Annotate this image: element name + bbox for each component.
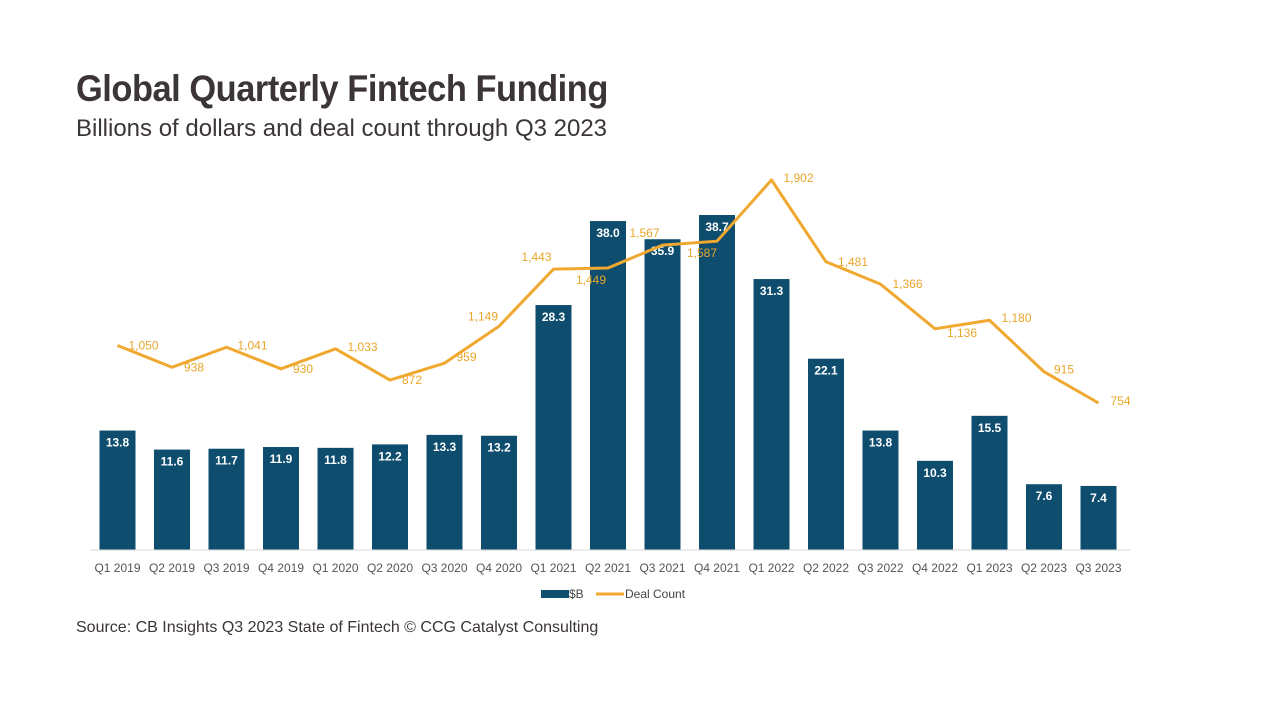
bar-value-label: 28.3	[542, 310, 566, 324]
x-tick-label: Q1 2022	[748, 561, 794, 575]
x-tick-label: Q3 2023	[1075, 561, 1121, 575]
x-tick-label: Q4 2021	[694, 561, 740, 575]
deal-count-label: 1,366	[893, 277, 923, 291]
bar-value-label: 38.7	[705, 220, 729, 234]
bar-value-label: 11.7	[215, 454, 238, 468]
legend: $B Deal Count	[541, 587, 686, 601]
bar-q3-2019	[208, 448, 245, 550]
deal-count-label: 1,902	[784, 171, 814, 185]
bar-q2-2023	[1026, 484, 1062, 550]
deal-count-label: 1,449	[576, 273, 606, 287]
bar-q1-2020	[317, 447, 354, 550]
deal-count-label: 1,033	[348, 340, 378, 354]
deal-count-label: 1,180	[1002, 311, 1032, 325]
chart-title: Global Quarterly Fintech Funding	[76, 68, 608, 109]
x-tick-label: Q3 2020	[421, 561, 467, 575]
bar-value-label: 15.5	[978, 421, 1002, 435]
bar-value-label: 13.3	[433, 440, 457, 454]
source-note: Source: CB Insights Q3 2023 State of Fin…	[76, 619, 599, 636]
deal-count-label: 938	[184, 360, 204, 374]
deal-count-label: 915	[1054, 363, 1074, 377]
legend-label-line: Deal Count	[625, 587, 686, 601]
x-tick-label: Q1 2021	[530, 561, 576, 575]
deal-count-labels: 1,050 938 1,041 930 1,033 872 959 1,149 1,443 1,4…	[129, 171, 1131, 408]
deal-count-label: 930	[293, 362, 313, 376]
deal-count-label: 1,443	[521, 250, 551, 264]
x-tick-label: Q2 2022	[803, 561, 849, 575]
bar-q1-2023	[971, 415, 1008, 550]
x-tick-label: Q4 2019	[258, 561, 304, 575]
x-axis-tick-labels: Q1 2019 Q2 2019 Q3 2019 Q4 2019 Q1 2020 Q2 20…	[94, 561, 1121, 575]
bar-q2-2021	[590, 221, 626, 550]
x-tick-label: Q2 2019	[149, 561, 195, 575]
bar-q1-2019	[99, 430, 136, 550]
deal-count-label: 1,050	[129, 339, 159, 353]
bar-value-label: 10.3	[923, 466, 947, 480]
x-tick-label: Q2 2020	[367, 561, 413, 575]
deal-count-line	[116, 178, 1100, 405]
bar-q2-2022	[808, 358, 844, 550]
bar-value-label: 7.4	[1090, 491, 1107, 505]
bar-q4-2021	[699, 215, 735, 550]
deal-count-label: 1,136	[947, 326, 977, 340]
x-tick-label: Q2 2023	[1021, 561, 1067, 575]
bar-series: 13.8 11.6 11.7 11.9 11.8 12.2 13.3 13.2 28.3 38.0…	[99, 215, 1117, 550]
bar-q4-2020	[481, 435, 517, 550]
deal-count-label: 872	[402, 373, 422, 387]
bar-value-label: 13.2	[487, 441, 511, 455]
x-tick-label: Q1 2020	[312, 561, 358, 575]
bar-value-label: 11.6	[161, 455, 184, 469]
bar-q3-2020	[426, 434, 463, 550]
bar-value-label: 13.8	[106, 436, 130, 450]
bar-q2-2020	[372, 444, 408, 550]
bar-q2-2019	[154, 449, 190, 550]
x-tick-label: Q3 2022	[857, 561, 903, 575]
deal-count-label: 1,149	[468, 309, 498, 323]
x-tick-label: Q3 2019	[203, 561, 249, 575]
bar-q1-2021	[535, 305, 572, 550]
bar-q3-2021	[644, 239, 681, 550]
legend-swatch-bar	[541, 590, 569, 598]
bar-q1-2022	[753, 279, 790, 550]
deal-count-label: 1,587	[687, 246, 717, 260]
legend-label-bar: $B	[569, 587, 584, 601]
deal-count-label: 1,567	[629, 226, 659, 240]
x-tick-label: Q1 2023	[966, 561, 1012, 575]
deal-count-label: 754	[1111, 394, 1131, 408]
x-tick-label: Q4 2020	[476, 561, 522, 575]
bar-value-label: 31.3	[760, 284, 784, 298]
deal-count-label: 1,041	[238, 338, 268, 352]
bar-value-label: 7.6	[1036, 489, 1053, 503]
x-tick-label: Q3 2021	[639, 561, 685, 575]
bar-q3-2022	[862, 430, 899, 550]
bar-value-label: 13.8	[869, 436, 893, 450]
bar-q4-2019	[263, 446, 299, 550]
deal-count-label: 959	[457, 350, 477, 364]
bar-q3-2023	[1080, 485, 1117, 550]
bar-q4-2022	[917, 460, 953, 550]
bar-value-label: 22.1	[814, 364, 838, 378]
bar-value-label: 11.8	[324, 453, 347, 467]
bar-value-label: 38.0	[596, 226, 620, 240]
x-tick-label: Q2 2021	[585, 561, 631, 575]
chart-subtitle: Billions of dollars and deal count throu…	[76, 115, 608, 142]
bar-value-label: 11.9	[270, 452, 293, 466]
x-tick-label: Q1 2019	[94, 561, 140, 575]
deal-count-label: 1,481	[838, 255, 868, 269]
x-tick-label: Q4 2022	[912, 561, 958, 575]
bar-value-label: 12.2	[378, 449, 402, 463]
